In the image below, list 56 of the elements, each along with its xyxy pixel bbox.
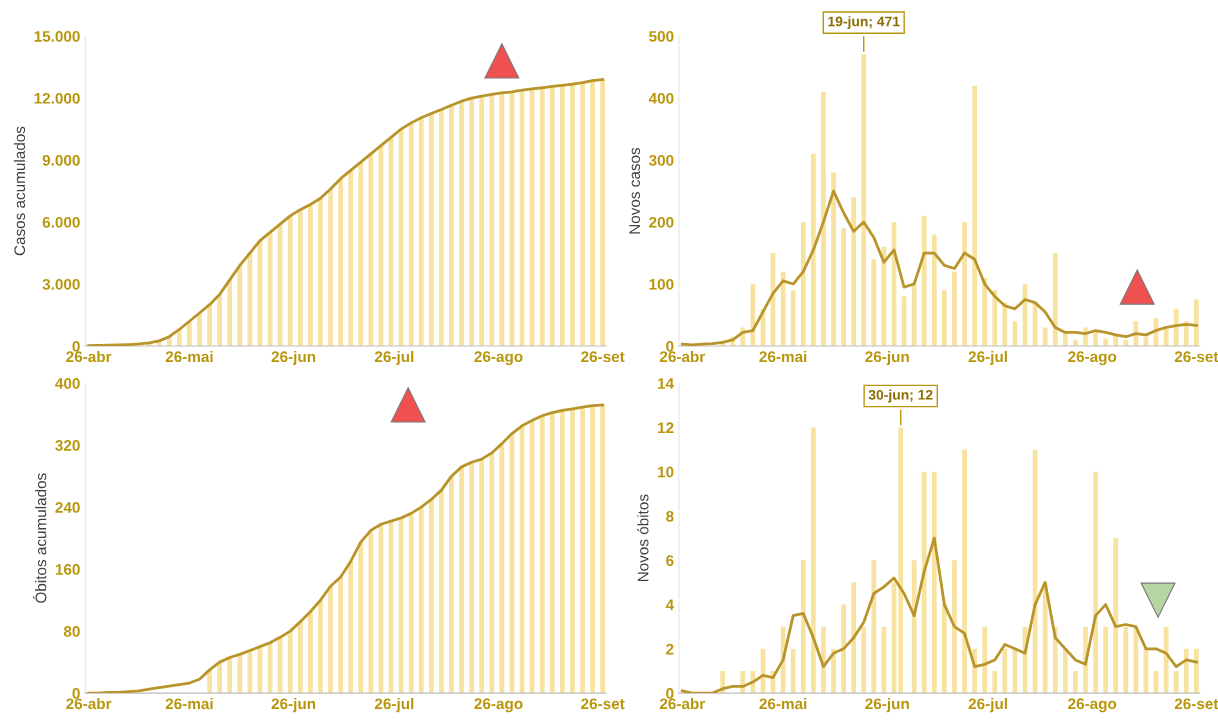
y-tick-label: 500 bbox=[649, 30, 674, 42]
x-tick-label: 26-set bbox=[581, 351, 625, 363]
x-tick-label: 26-jun bbox=[865, 350, 909, 366]
x-tick-label: 26-jul bbox=[968, 350, 1007, 366]
y-tick-label: 8 bbox=[666, 510, 674, 522]
y-tick-label: 2 bbox=[666, 643, 674, 655]
x-tick-label: 26-jul bbox=[968, 697, 1007, 713]
y-tick-label: 400 bbox=[648, 92, 674, 104]
y-axis-title: Casos acumulados bbox=[13, 126, 26, 256]
annotation: 19-jun; 471 bbox=[828, 16, 900, 30]
y-tick-label: 3.000 bbox=[42, 278, 80, 290]
y-tick-label: 200 bbox=[649, 216, 674, 228]
y-tick-label: 6 bbox=[666, 555, 674, 566]
y-axis-title: Novos casos bbox=[629, 147, 641, 234]
y-tick-label: 0 bbox=[72, 687, 80, 699]
y-tick-label: 160 bbox=[55, 564, 80, 575]
x-tick-label: 26-abr bbox=[66, 697, 112, 710]
x-tick-label: 26-set bbox=[1174, 698, 1218, 710]
x-tick-label: 26-mai bbox=[165, 697, 213, 710]
x-tick-label: 26-jun bbox=[271, 697, 316, 713]
x-tick-label: 26-ago bbox=[1068, 698, 1117, 713]
x-tick-label: 26-mai bbox=[759, 697, 807, 710]
y-tick-label: 14 bbox=[658, 378, 675, 389]
y-tick-label: 0 bbox=[666, 340, 674, 352]
x-tick-label: 26-ago bbox=[474, 351, 523, 366]
y-tick-label: 80 bbox=[63, 626, 80, 637]
x-tick-label: 26-ago bbox=[474, 698, 523, 713]
y-tick-label: 6.000 bbox=[42, 216, 80, 228]
y-tick-label: 0 bbox=[666, 687, 674, 699]
y-tick-label: 4 bbox=[665, 599, 675, 611]
x-tick-label: 26-abr bbox=[659, 697, 706, 710]
y-tick-label: 12.000 bbox=[34, 92, 80, 104]
x-tick-label: 26-set bbox=[1174, 351, 1218, 363]
y-tick-label: 100 bbox=[649, 278, 674, 290]
y-tick-label: 400 bbox=[55, 378, 80, 389]
y-tick-label: 240 bbox=[55, 502, 80, 513]
x-tick-label: 26-ago bbox=[1068, 351, 1117, 366]
y-tick-label: 10 bbox=[658, 466, 674, 478]
x-tick-label: 26-jul bbox=[374, 350, 414, 366]
y-tick-label: 12 bbox=[658, 422, 674, 434]
y-axis-title: Óbitos acumulados bbox=[32, 473, 47, 603]
x-tick-label: 26-mai bbox=[759, 350, 807, 363]
annotation: 30-jun; 12 bbox=[868, 389, 933, 403]
y-tick-label: 0 bbox=[72, 340, 80, 352]
y-tick-label: 300 bbox=[648, 154, 674, 166]
x-tick-label: 26-jun bbox=[271, 350, 316, 366]
x-tick-label: 26-set bbox=[581, 698, 625, 710]
x-tick-label: 26-jul bbox=[374, 697, 414, 713]
x-tick-label: 26-jun bbox=[865, 697, 909, 713]
y-tick-label: 320 bbox=[55, 440, 80, 451]
x-tick-label: 26-abr bbox=[66, 350, 112, 363]
y-tick-label: 9.000 bbox=[42, 154, 80, 166]
x-tick-label: 26-abr bbox=[659, 350, 706, 363]
y-axis-title: Novos óbitos bbox=[637, 494, 649, 582]
y-tick-label: 15.000 bbox=[34, 30, 80, 42]
x-tick-label: 26-mai bbox=[165, 350, 213, 363]
